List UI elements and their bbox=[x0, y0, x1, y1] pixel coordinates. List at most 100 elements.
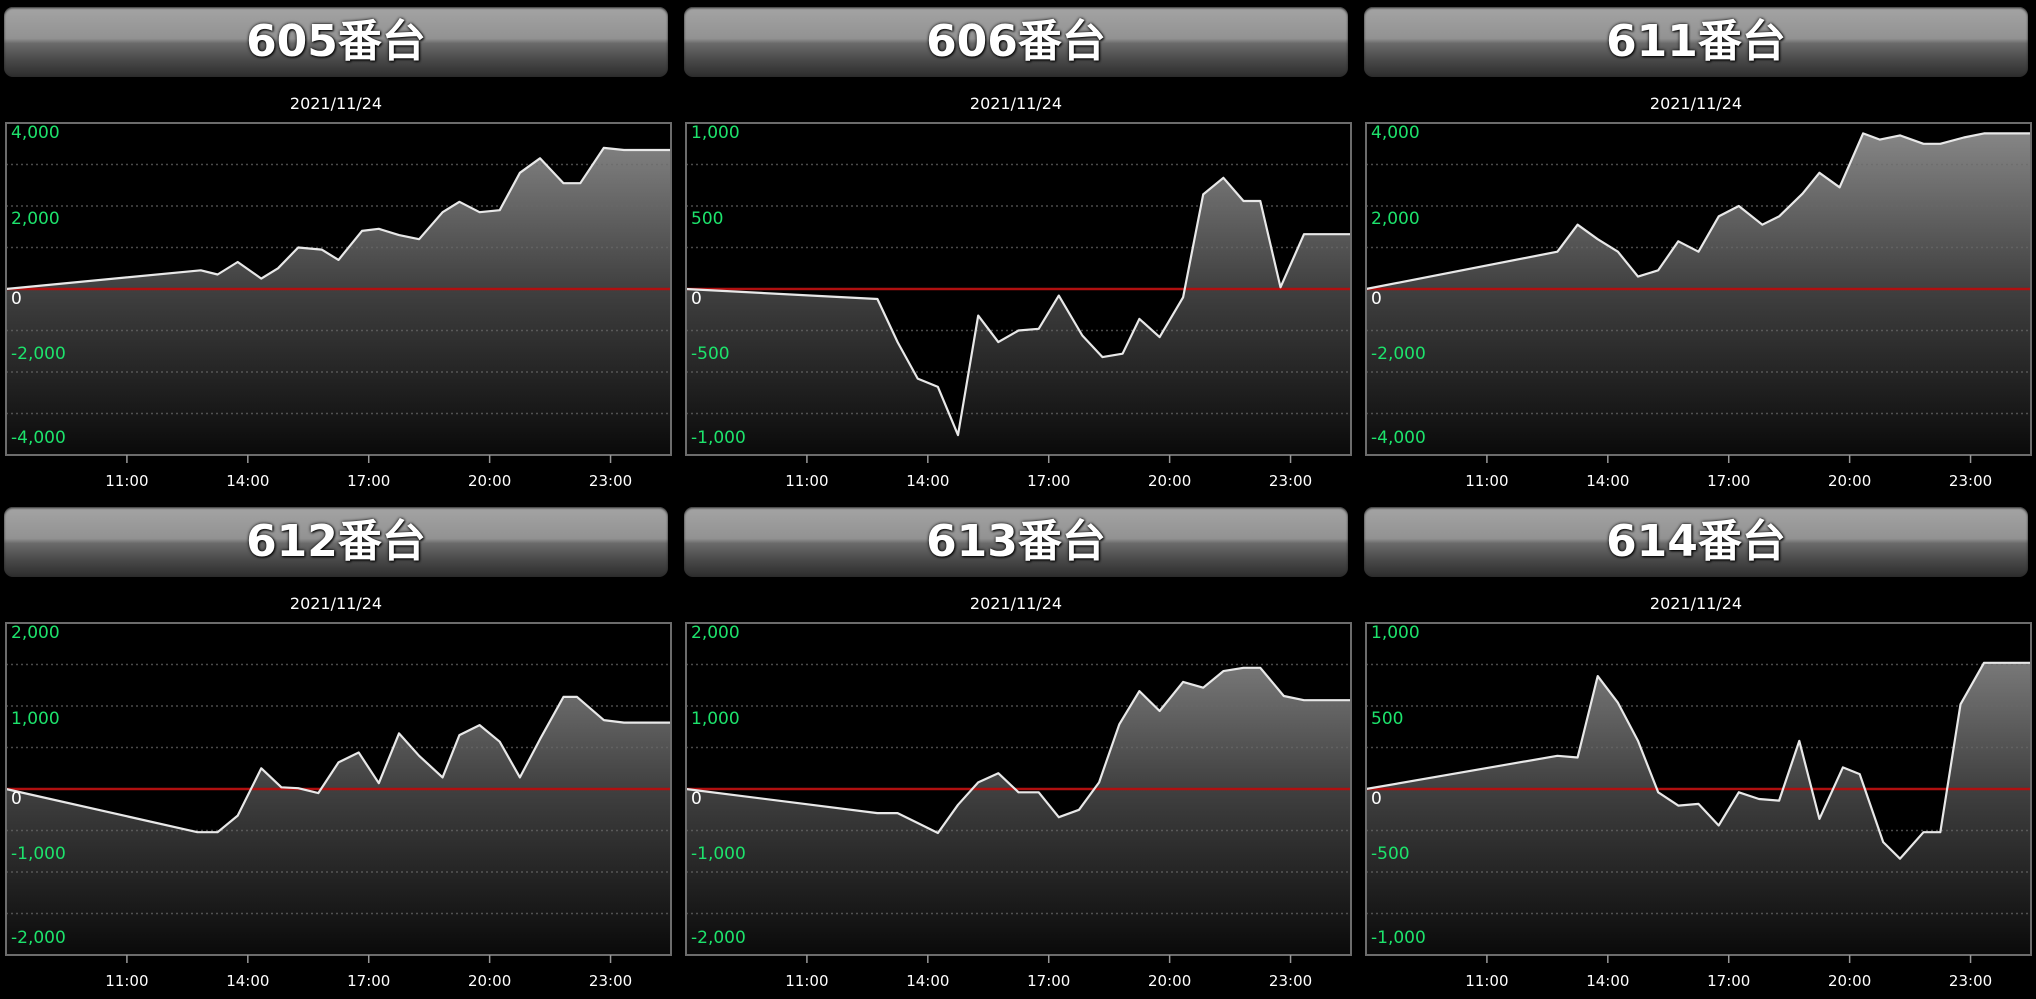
chart-panel-606: 606番台 2021/11/24 1,000 500 0 -500 -1,000 11:0… bbox=[680, 0, 1352, 499]
line-chart: 1,000 500 0 -500 -1,000 11:00 14:00 17:00 20:00 2… bbox=[685, 122, 1352, 490]
x-tick-label: 11:00 bbox=[1465, 972, 1508, 990]
y-tick-label: -1,000 bbox=[691, 428, 746, 448]
chart-date: 2021/11/24 bbox=[289, 594, 383, 613]
panel-header: 605番台 bbox=[4, 7, 668, 77]
x-tick-label: 23:00 bbox=[589, 472, 632, 490]
y-tick-label: -4,000 bbox=[11, 428, 66, 448]
line-chart: 1,000 500 0 -500 -1,000 11:00 14:00 17:00 20:00 2… bbox=[1365, 622, 2032, 990]
y-tick-label: -500 bbox=[1371, 844, 1410, 864]
y-tick-label: -1,000 bbox=[691, 844, 746, 864]
y-tick-label: -2,000 bbox=[11, 344, 66, 364]
y-tick-label: 2,000 bbox=[1371, 209, 1420, 229]
series-line bbox=[5, 695, 671, 834]
x-tick-label: 23:00 bbox=[1269, 972, 1312, 990]
panel-header: 613番台 bbox=[684, 507, 1348, 577]
x-tick-label: 23:00 bbox=[1269, 472, 1312, 490]
machine-title: 614番台 bbox=[1606, 516, 1786, 567]
x-tick-label: 20:00 bbox=[1148, 972, 1191, 990]
panel-header: 614番台 bbox=[1364, 507, 2028, 577]
x-tick-label: 14:00 bbox=[1586, 972, 1629, 990]
plot-border bbox=[1365, 122, 2032, 456]
series-line bbox=[1365, 132, 2031, 291]
y-tick-label: -1,000 bbox=[1371, 928, 1426, 948]
machine-title: 606番台 bbox=[926, 16, 1106, 67]
series-line bbox=[5, 146, 671, 291]
x-tick-label: 20:00 bbox=[1148, 472, 1191, 490]
x-tick-label: 14:00 bbox=[226, 472, 269, 490]
chart-date: 2021/11/24 bbox=[969, 94, 1063, 113]
panel-header: 611番台 bbox=[1364, 7, 2028, 77]
plot-border bbox=[685, 122, 1352, 456]
x-tick-label: 17:00 bbox=[1707, 972, 1750, 990]
chart-date: 2021/11/24 bbox=[289, 94, 383, 113]
y-tick-label: 1,000 bbox=[1371, 623, 1420, 643]
y-tick-label: -2,000 bbox=[11, 928, 66, 948]
plot-border bbox=[5, 122, 672, 456]
x-tick-label: 23:00 bbox=[1949, 972, 1992, 990]
x-tick-label: 11:00 bbox=[785, 472, 828, 490]
chart-date: 2021/11/24 bbox=[1649, 594, 1743, 613]
chart-date: 2021/11/24 bbox=[969, 594, 1063, 613]
line-chart: 2,000 1,000 0 -1,000 -2,000 11:00 14:00 17:00 20… bbox=[5, 622, 672, 990]
x-tick-label: 11:00 bbox=[785, 972, 828, 990]
y-tick-label: 0 bbox=[691, 289, 702, 309]
y-tick-label: -1,000 bbox=[11, 844, 66, 864]
series-area bbox=[6, 696, 671, 955]
series-line bbox=[1365, 661, 2031, 860]
x-tick-label: 14:00 bbox=[226, 972, 269, 990]
x-tick-label: 11:00 bbox=[105, 472, 148, 490]
series-area bbox=[6, 147, 671, 455]
y-tick-label: -4,000 bbox=[1371, 428, 1426, 448]
y-tick-label: 0 bbox=[1371, 289, 1382, 309]
y-tick-label: 500 bbox=[1371, 709, 1403, 729]
y-tick-label: 4,000 bbox=[11, 123, 60, 143]
chart-date: 2021/11/24 bbox=[1649, 94, 1743, 113]
y-tick-label: 2,000 bbox=[691, 623, 740, 643]
y-tick-label: -2,000 bbox=[1371, 344, 1426, 364]
panel-header: 606番台 bbox=[684, 7, 1348, 77]
y-tick-label: 1,000 bbox=[691, 123, 740, 143]
line-chart: 4,000 2,000 0 -2,000 -4,000 11:00 14:00 17:00 20… bbox=[5, 122, 672, 490]
x-tick-label: 14:00 bbox=[906, 972, 949, 990]
y-tick-label: 2,000 bbox=[11, 209, 60, 229]
y-tick-label: 0 bbox=[11, 289, 22, 309]
machine-title: 605番台 bbox=[246, 16, 426, 67]
plot-border bbox=[685, 622, 1352, 956]
chart-panel-611: 611番台 2021/11/24 4,000 2,000 0 -2,000 -4,000… bbox=[1360, 0, 2032, 499]
x-tick-label: 20:00 bbox=[1828, 972, 1871, 990]
chart-panel-614: 614番台 2021/11/24 1,000 500 0 -500 -1,000 11:0… bbox=[1360, 500, 2032, 999]
line-chart: 2,000 1,000 0 -1,000 -2,000 11:00 14:00 17:00 20… bbox=[685, 622, 1352, 990]
y-tick-label: 0 bbox=[11, 789, 22, 809]
x-tick-label: 20:00 bbox=[1828, 472, 1871, 490]
x-tick-label: 20:00 bbox=[468, 472, 511, 490]
x-tick-label: 11:00 bbox=[105, 972, 148, 990]
y-tick-label: 0 bbox=[691, 789, 702, 809]
chart-panel-605: 605番台 2021/11/24 4,000 2,000 0 -2,000 -4,000… bbox=[0, 0, 672, 499]
machine-title: 611番台 bbox=[1606, 16, 1786, 67]
series-area bbox=[686, 667, 1351, 955]
panel-header: 612番台 bbox=[4, 507, 668, 577]
y-tick-label: 2,000 bbox=[11, 623, 60, 643]
machine-title: 613番台 bbox=[926, 516, 1106, 567]
chart-panel-612: 612番台 2021/11/24 2,000 1,000 0 -1,000 -2,000… bbox=[0, 500, 672, 999]
series-area bbox=[686, 177, 1351, 456]
x-tick-label: 17:00 bbox=[347, 472, 390, 490]
x-tick-label: 11:00 bbox=[1465, 472, 1508, 490]
x-tick-label: 20:00 bbox=[468, 972, 511, 990]
x-tick-label: 17:00 bbox=[1707, 472, 1750, 490]
chart-panel-613: 613番台 2021/11/24 2,000 1,000 0 -1,000 -2,000… bbox=[680, 500, 1352, 999]
x-tick-label: 17:00 bbox=[347, 972, 390, 990]
x-tick-label: 17:00 bbox=[1027, 472, 1070, 490]
x-tick-label: 14:00 bbox=[906, 472, 949, 490]
plot-border bbox=[1365, 622, 2032, 956]
x-tick-label: 23:00 bbox=[589, 972, 632, 990]
y-tick-label: 4,000 bbox=[1371, 123, 1420, 143]
series-line bbox=[685, 666, 1351, 835]
y-tick-label: -2,000 bbox=[691, 928, 746, 948]
y-tick-label: 1,000 bbox=[691, 709, 740, 729]
x-tick-label: 23:00 bbox=[1949, 472, 1992, 490]
machine-title: 612番台 bbox=[246, 516, 426, 567]
series-line bbox=[685, 176, 1351, 437]
y-tick-label: -500 bbox=[691, 344, 730, 364]
x-tick-label: 14:00 bbox=[1586, 472, 1629, 490]
